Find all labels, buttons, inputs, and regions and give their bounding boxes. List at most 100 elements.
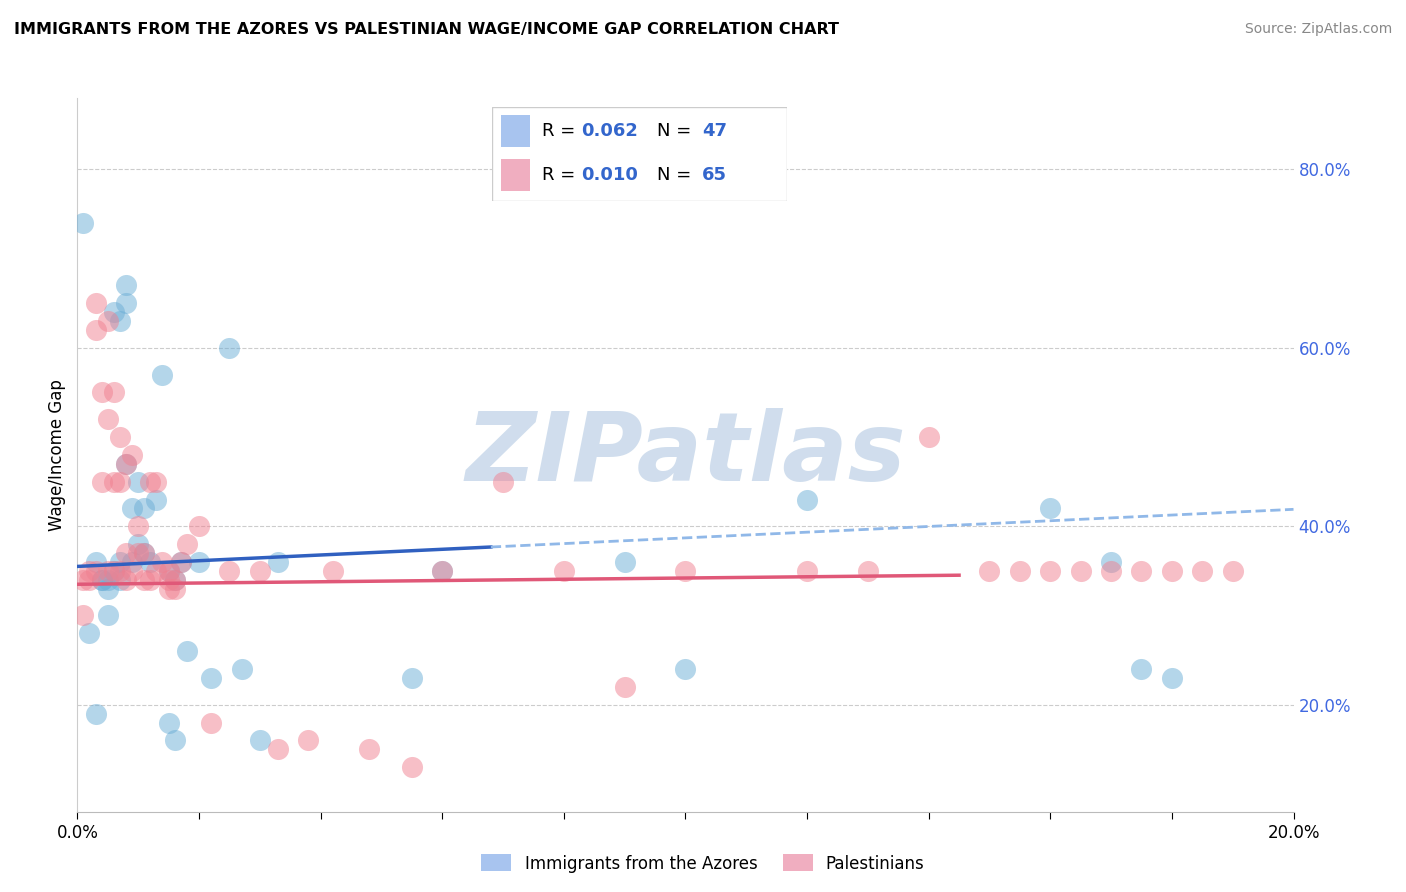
Point — [121, 555, 143, 569]
Y-axis label: Wage/Income Gap: Wage/Income Gap — [48, 379, 66, 531]
Point — [103, 305, 125, 319]
Point — [1039, 501, 1062, 516]
Point — [72, 573, 94, 587]
Bar — [501, 114, 530, 147]
Point — [79, 564, 101, 578]
Point — [492, 475, 515, 489]
Text: R =: R = — [543, 166, 581, 184]
Point — [121, 564, 143, 578]
Point — [134, 546, 156, 560]
Point — [115, 457, 138, 471]
Point — [249, 733, 271, 747]
Point — [103, 385, 125, 400]
Point — [188, 519, 211, 533]
Point — [1099, 555, 1122, 569]
Point — [108, 314, 131, 328]
Point — [231, 662, 253, 676]
Text: IMMIGRANTS FROM THE AZORES VS PALESTINIAN WAGE/INCOME GAP CORRELATION CHART: IMMIGRANTS FROM THE AZORES VS PALESTINIA… — [14, 22, 839, 37]
Point — [218, 564, 240, 578]
Point — [157, 715, 180, 730]
Point — [856, 564, 879, 578]
Point — [127, 519, 149, 533]
Point — [84, 296, 107, 310]
Point — [432, 564, 454, 578]
Text: N =: N = — [658, 166, 697, 184]
Point — [152, 368, 174, 382]
Point — [115, 278, 138, 293]
Point — [1161, 671, 1184, 685]
Text: 65: 65 — [702, 166, 727, 184]
Point — [200, 715, 222, 730]
Point — [115, 457, 138, 471]
Point — [139, 555, 162, 569]
Point — [108, 555, 131, 569]
Point — [796, 564, 818, 578]
Text: N =: N = — [658, 122, 697, 140]
Legend: Immigrants from the Azores, Palestinians: Immigrants from the Azores, Palestinians — [475, 847, 931, 880]
Point — [84, 555, 107, 569]
Point — [134, 573, 156, 587]
Point — [1161, 564, 1184, 578]
Point — [152, 555, 174, 569]
Point — [139, 573, 162, 587]
Point — [145, 564, 167, 578]
Point — [157, 573, 180, 587]
Point — [108, 573, 131, 587]
Point — [249, 564, 271, 578]
Point — [157, 564, 180, 578]
Point — [613, 555, 636, 569]
Point — [796, 492, 818, 507]
Point — [145, 492, 167, 507]
Point — [1191, 564, 1213, 578]
Point — [359, 742, 381, 756]
Point — [97, 412, 120, 426]
Point — [1070, 564, 1092, 578]
Point — [145, 475, 167, 489]
Point — [90, 573, 112, 587]
Point — [157, 582, 180, 596]
Point — [115, 573, 138, 587]
Point — [127, 475, 149, 489]
Point — [103, 564, 125, 578]
Point — [90, 573, 112, 587]
Point — [108, 430, 131, 444]
Point — [108, 564, 131, 578]
Text: 0.062: 0.062 — [581, 122, 637, 140]
Point — [553, 564, 575, 578]
Point — [176, 644, 198, 658]
Point — [170, 555, 193, 569]
Point — [90, 475, 112, 489]
Text: ZIPatlas: ZIPatlas — [465, 409, 905, 501]
Point — [121, 448, 143, 462]
Point — [134, 501, 156, 516]
FancyBboxPatch shape — [492, 107, 787, 201]
Text: 47: 47 — [702, 122, 727, 140]
Point — [157, 564, 180, 578]
Point — [84, 706, 107, 721]
Bar — [501, 159, 530, 191]
Point — [97, 573, 120, 587]
Point — [72, 608, 94, 623]
Point — [1130, 662, 1153, 676]
Point — [163, 573, 186, 587]
Point — [188, 555, 211, 569]
Point — [1222, 564, 1244, 578]
Point — [97, 564, 120, 578]
Point — [297, 733, 319, 747]
Point — [97, 608, 120, 623]
Point — [79, 573, 101, 587]
Point — [675, 564, 697, 578]
Point — [432, 564, 454, 578]
Point — [1130, 564, 1153, 578]
Text: 0.010: 0.010 — [581, 166, 637, 184]
Point — [267, 555, 290, 569]
Point — [613, 680, 636, 694]
Point — [218, 341, 240, 355]
Point — [127, 546, 149, 560]
Point — [103, 475, 125, 489]
Point — [79, 626, 101, 640]
Point — [97, 314, 120, 328]
Point — [127, 537, 149, 551]
Point — [72, 216, 94, 230]
Point — [121, 501, 143, 516]
